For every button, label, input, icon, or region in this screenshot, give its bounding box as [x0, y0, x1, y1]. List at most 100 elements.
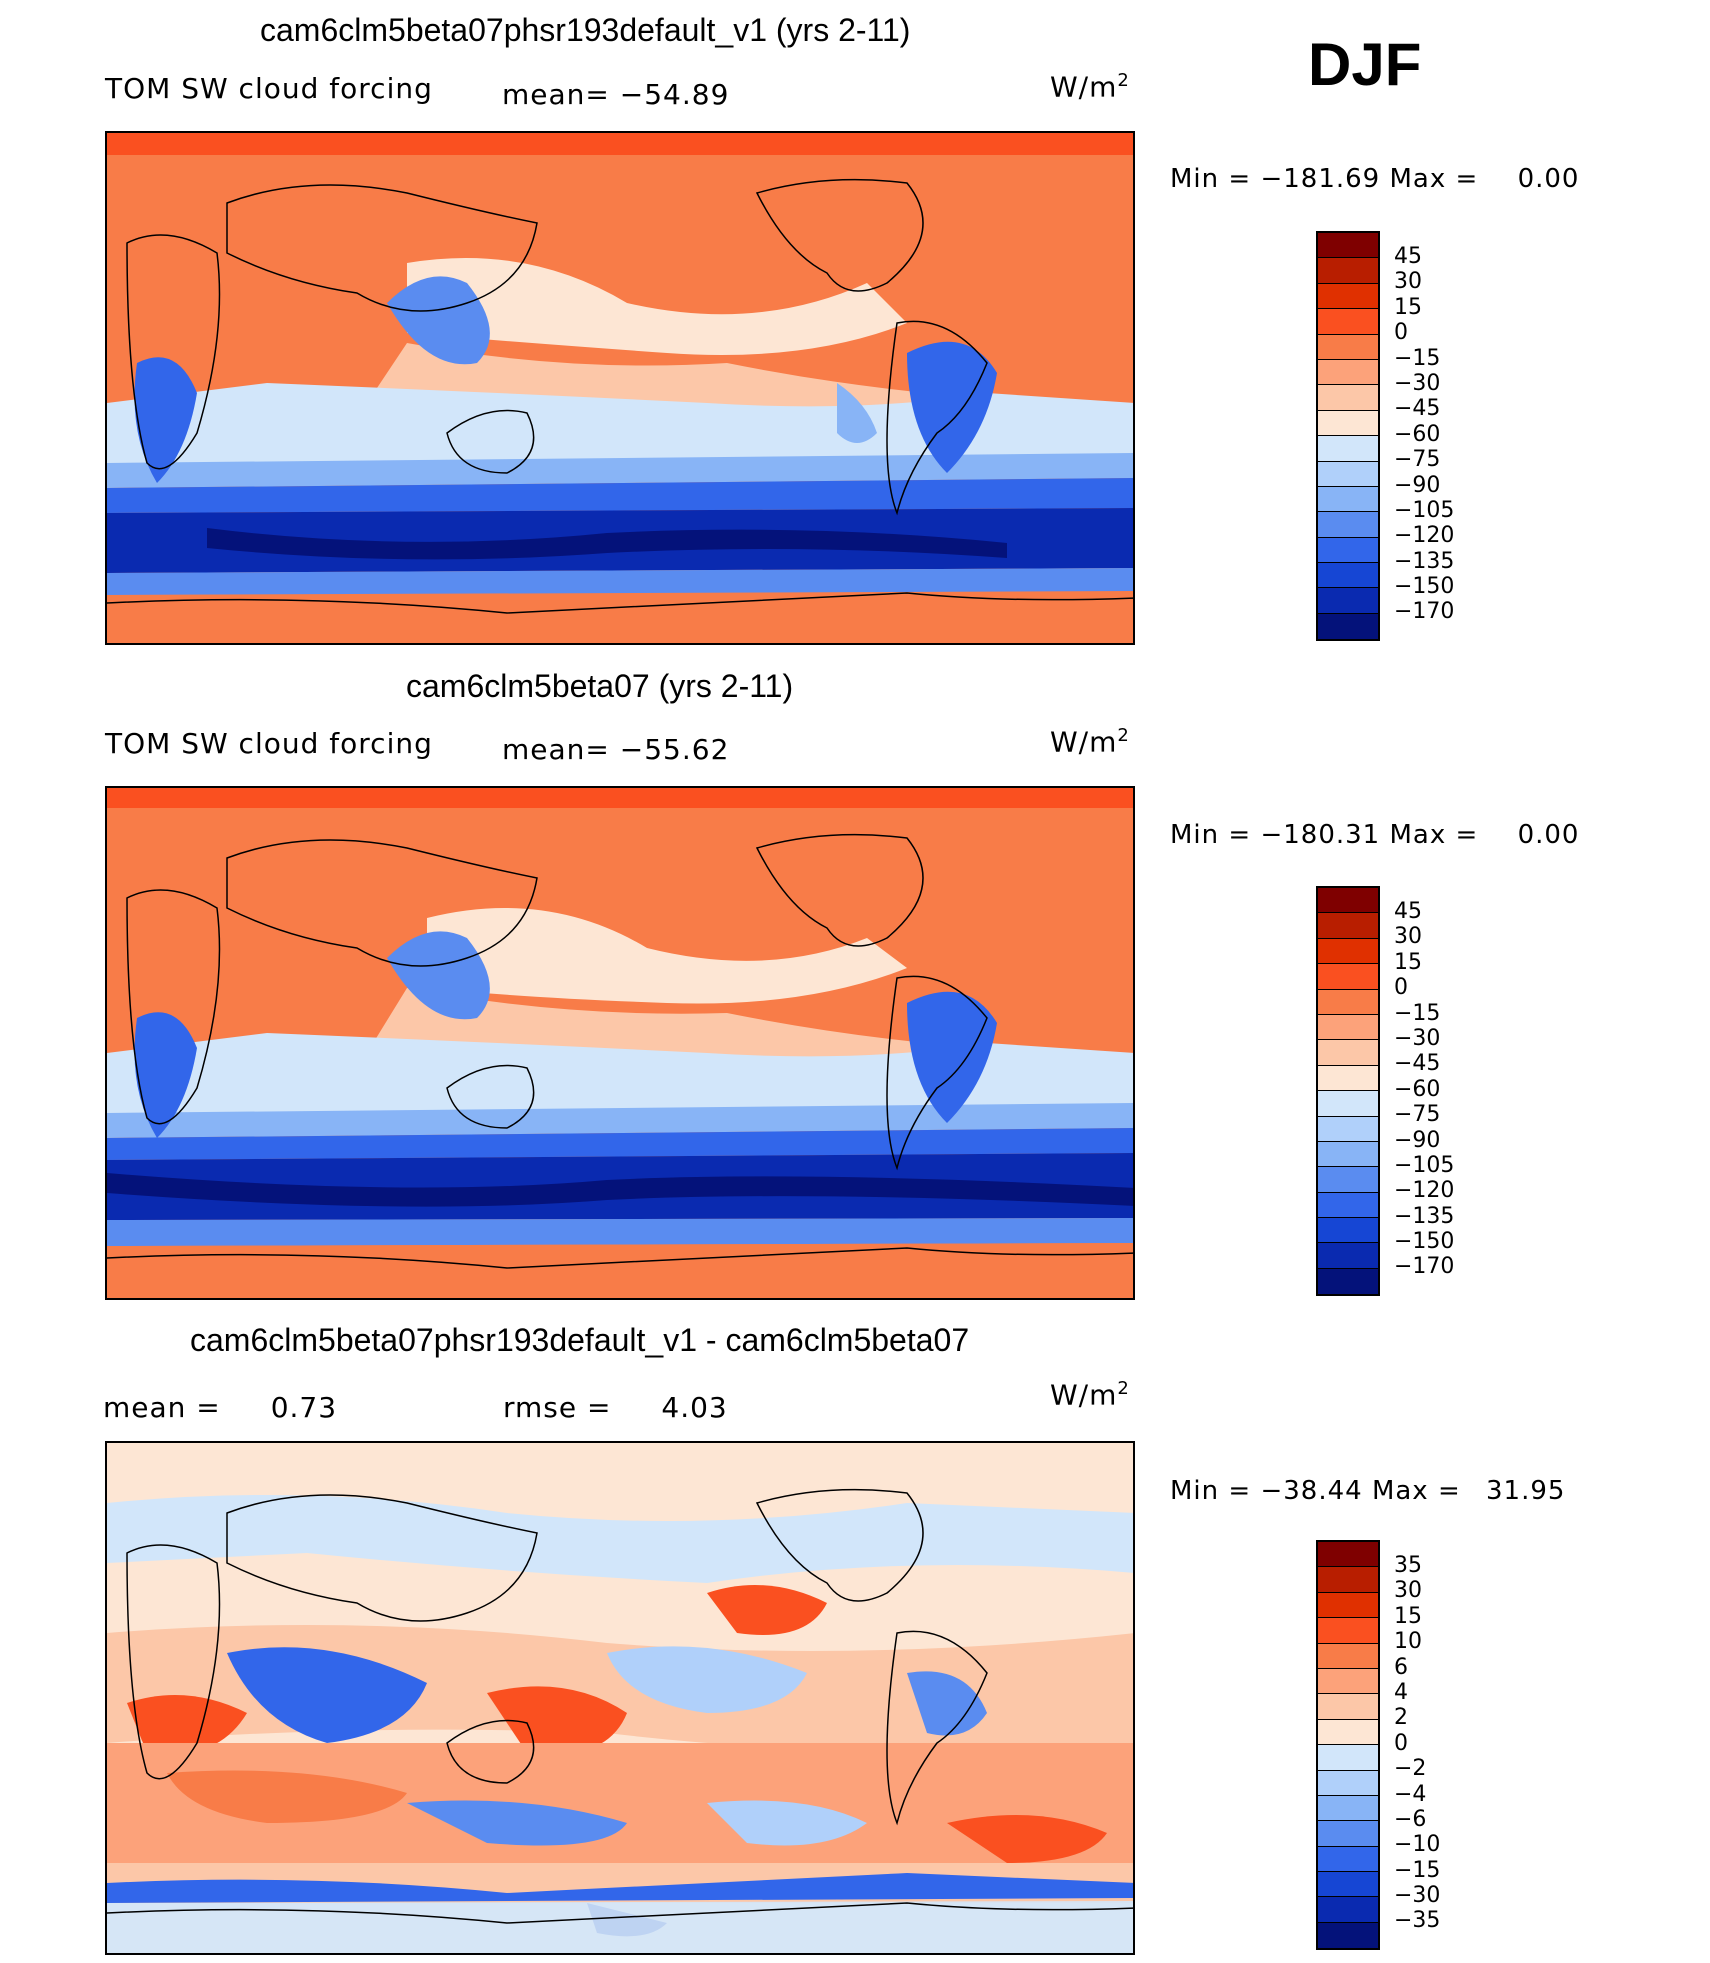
colorbar-label: −120: [1394, 523, 1455, 549]
panel2-title: cam6clm5beta07 (yrs 2-11): [406, 668, 794, 704]
colorbar-label: 10: [1394, 1629, 1422, 1655]
colorbar-label: 35: [1394, 1553, 1422, 1578]
colorbar-swatch: [1318, 913, 1378, 939]
colorbar-swatch: [1318, 436, 1378, 462]
colorbar-label: 0: [1394, 320, 1408, 346]
panel2-colorbar: [1316, 886, 1380, 1297]
units-exponent: 2: [1117, 70, 1130, 91]
colorbar-label: −90: [1394, 472, 1441, 498]
colorbar-swatch: [1318, 1770, 1378, 1796]
panel1-max-value: 0.00: [1517, 164, 1580, 194]
colorbar-label: 45: [1394, 899, 1422, 924]
units-text: W/m: [1050, 1378, 1118, 1412]
colorbar-swatch: [1318, 1795, 1378, 1822]
colorbar-swatch: [1318, 233, 1378, 259]
panel1-max-label: Max =: [1389, 164, 1479, 194]
units-text: W/m: [1050, 725, 1118, 759]
panel3-colorbar-labels: 35 30 15 10 6 4 2 0 −2 −4 −6 −10 −15 −30…: [1394, 1553, 1441, 1936]
panel1-variable: TOM SW cloud forcing: [105, 72, 433, 105]
colorbar-swatch: [1318, 989, 1378, 1015]
panel2-variable: TOM SW cloud forcing: [105, 727, 433, 760]
colorbar-label: −60: [1394, 1076, 1441, 1102]
panel1-map: [105, 131, 1135, 645]
colorbar-swatch: [1318, 1846, 1378, 1873]
panel3-max-value: 31.95: [1486, 1476, 1566, 1506]
colorbar-swatch: [1318, 1542, 1378, 1568]
colorbar-swatch: [1318, 613, 1378, 640]
colorbar-label: −170: [1394, 1254, 1455, 1280]
colorbar-label: 2: [1394, 1705, 1408, 1731]
colorbar-label: −30: [1394, 1025, 1441, 1051]
colorbar-swatch: [1318, 486, 1378, 513]
colorbar-swatch: [1318, 1821, 1378, 1847]
colorbar-label: −105: [1394, 1152, 1455, 1178]
colorbar-label: 30: [1394, 1578, 1422, 1604]
colorbar-swatch: [1318, 1014, 1378, 1041]
colorbar-label: −170: [1394, 599, 1455, 625]
colorbar-label: −90: [1394, 1127, 1441, 1153]
panel1-min-label: Min =: [1170, 164, 1252, 194]
colorbar-label: 15: [1394, 294, 1422, 320]
colorbar-label: −35: [1394, 1908, 1441, 1934]
map-field: [107, 133, 1133, 643]
colorbar-label: −120: [1394, 1178, 1455, 1204]
colorbar-swatch: [1318, 888, 1378, 914]
colorbar-label: −75: [1394, 1102, 1441, 1128]
colorbar-swatch: [1318, 1141, 1378, 1168]
colorbar-swatch: [1318, 1694, 1378, 1720]
colorbar-swatch: [1318, 1643, 1378, 1669]
colorbar-label: 15: [1394, 1603, 1422, 1629]
panel3-max-label: Max =: [1371, 1476, 1461, 1506]
panel3-mean-label: mean =: [103, 1391, 221, 1424]
colorbar-swatch: [1318, 1192, 1378, 1219]
colorbar-swatch: [1318, 1268, 1378, 1295]
colorbar-swatch: [1318, 410, 1378, 437]
colorbar-swatch: [1318, 283, 1378, 310]
panel3-min-value: −38.44: [1260, 1476, 1363, 1506]
panel2-units: W/m2: [1050, 725, 1130, 758]
units-text: W/m: [1050, 70, 1118, 104]
panel3-rmse: rmse = 4.03: [503, 1391, 728, 1424]
colorbar-swatch: [1318, 588, 1378, 614]
colorbar-swatch: [1318, 1618, 1378, 1644]
colorbar-label: −150: [1394, 1229, 1455, 1255]
colorbar-swatch: [1318, 1567, 1378, 1593]
colorbar-swatch: [1318, 1897, 1378, 1923]
colorbar-label: 0: [1394, 975, 1408, 1001]
panel1-colorbar: [1316, 231, 1380, 642]
colorbar-swatch: [1318, 1167, 1378, 1193]
map-field: [107, 788, 1133, 1298]
colorbar-label: −6: [1394, 1806, 1427, 1832]
colorbar-swatch: [1318, 1668, 1378, 1695]
panel1-min-value: −181.69: [1260, 164, 1381, 194]
panel2-map: [105, 786, 1135, 1300]
colorbar-label: −30: [1394, 370, 1441, 396]
panel3-units: W/m2: [1050, 1378, 1130, 1411]
panel1-mean: mean= −54.89: [502, 78, 729, 111]
colorbar-label: 0: [1394, 1730, 1408, 1756]
panel3-min-label: Min =: [1170, 1476, 1252, 1506]
colorbar-swatch: [1318, 309, 1378, 335]
colorbar-label: −15: [1394, 1857, 1441, 1883]
panel3-mean-value: 0.73: [270, 1391, 338, 1424]
colorbar-swatch: [1318, 1592, 1378, 1619]
panel3-mean: mean = 0.73: [103, 1391, 337, 1424]
colorbar-label: −15: [1394, 1000, 1441, 1026]
colorbar-swatch: [1318, 359, 1378, 386]
colorbar-swatch: [1318, 1719, 1378, 1746]
season-label: DJF: [1308, 31, 1422, 98]
panel2-mean-label: mean=: [502, 733, 610, 766]
panel2-min-max: Min = −180.31 Max = 0.00: [1170, 820, 1579, 850]
colorbar-swatch: [1318, 1040, 1378, 1066]
panel1-min-max: Min = −181.69 Max = 0.00: [1170, 164, 1579, 194]
colorbar-label: −150: [1394, 574, 1455, 600]
panel3-rmse-value: 4.03: [661, 1391, 728, 1424]
colorbar-label: −105: [1394, 497, 1455, 523]
panel1-mean-label: mean=: [502, 78, 610, 111]
panel1-units: W/m2: [1050, 70, 1130, 103]
colorbar-swatch: [1318, 258, 1378, 284]
colorbar-swatch: [1318, 1116, 1378, 1142]
colorbar-label: −60: [1394, 421, 1441, 447]
colorbar-swatch: [1318, 537, 1378, 564]
panel2-min-value: −180.31: [1260, 820, 1381, 850]
